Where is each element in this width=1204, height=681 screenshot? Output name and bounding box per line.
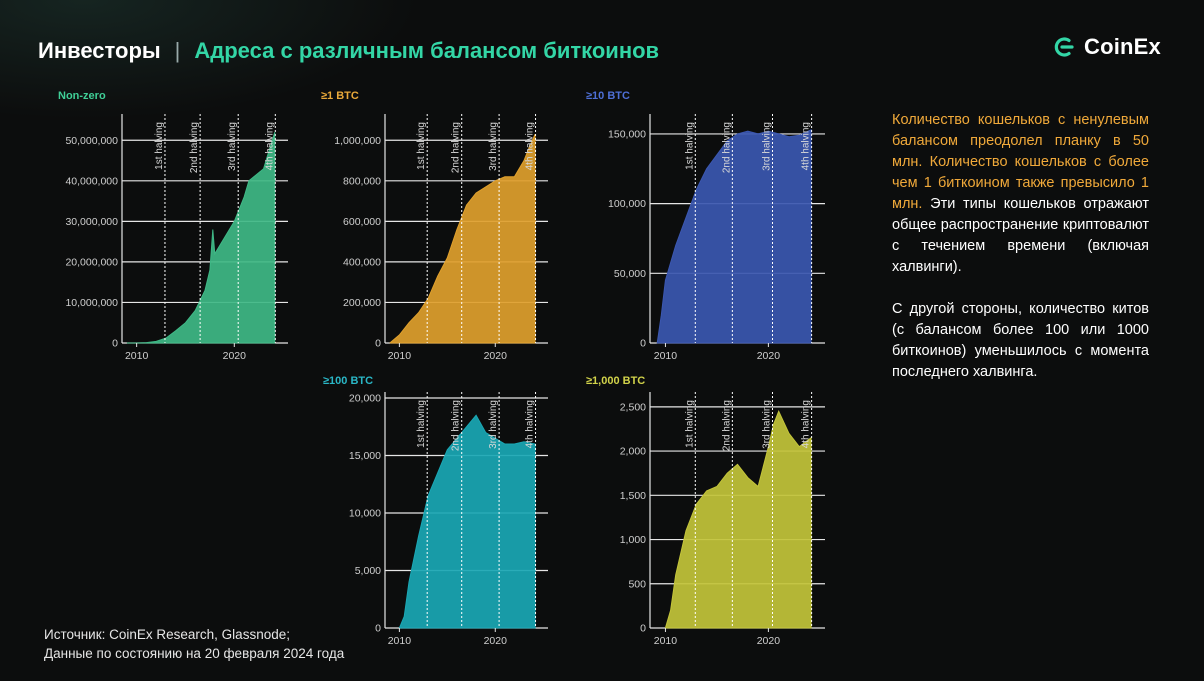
y-tick-label: 40,000,000 xyxy=(65,175,118,187)
halving-label: 2nd halving xyxy=(189,122,200,173)
halving-label: 3rd halving xyxy=(762,400,773,449)
x-tick-label: 2020 xyxy=(484,635,508,647)
halving-label: 4th halving xyxy=(264,122,275,170)
x-tick-label: 2010 xyxy=(388,635,412,647)
description-highlight: Количество кошельков с ненулевым балансо… xyxy=(892,112,1149,212)
chart-ge1000btc: ≥1,000 BTC 0 500 1,000 1,500 2,000 2,500 1st h… xyxy=(570,373,840,658)
page-header: Инвесторы | Адреса с различным балансом би… xyxy=(38,38,659,64)
chart-title: ≥1 BTC xyxy=(321,90,359,102)
description-text: Количество кошельков с ненулевым балансо… xyxy=(892,110,1149,404)
coinex-logo: CoinEx xyxy=(1052,34,1161,60)
header-subtitle: Адреса с различным балансом биткоинов xyxy=(194,38,660,63)
y-tick-label: 500 xyxy=(628,578,646,590)
data-area xyxy=(398,414,536,629)
y-tick-label: 2,500 xyxy=(620,401,646,413)
y-tick-label: 200,000 xyxy=(343,297,381,309)
chart-svg: 0 50,000 100,000 150,000 1st halving 2nd halv… xyxy=(608,114,825,362)
halving-label: 2nd halving xyxy=(721,400,732,451)
y-tick-label: 0 xyxy=(640,623,646,635)
halving-label: 1st halving xyxy=(684,122,695,170)
halving-label: 2nd halving xyxy=(721,122,732,173)
chart-svg: 0 5,000 10,000 15,000 20,000 1st halving 2nd h… xyxy=(349,392,548,647)
y-tick-label: 15,000 xyxy=(349,450,381,462)
x-tick-label: 2010 xyxy=(125,350,149,362)
y-tick-label: 20,000 xyxy=(349,393,381,405)
halving-label: 4th halving xyxy=(525,122,536,170)
halving-label: 1st halving xyxy=(416,122,427,170)
halving-label: 1st halving xyxy=(684,400,695,448)
logo-text: CoinEx xyxy=(1084,34,1161,59)
chart-title: ≥100 BTC xyxy=(323,375,374,387)
y-tick-label: 50,000 xyxy=(614,268,646,280)
description-rest: Эти типы кошельков отражают общее распро… xyxy=(892,196,1149,275)
halving-label: 1st halving xyxy=(416,400,427,448)
x-tick-label: 2010 xyxy=(388,350,412,362)
y-tick-label: 1,000,000 xyxy=(334,135,381,147)
x-tick-label: 2020 xyxy=(757,635,781,647)
chart-title: ≥1,000 BTC xyxy=(586,375,646,387)
chart-title: Non-zero xyxy=(58,90,106,102)
source-note: Источник: CoinEx Research, Glassnode; Да… xyxy=(44,625,344,663)
source-line-1: Источник: CoinEx Research, Glassnode; xyxy=(44,627,290,642)
chart-svg: 0 200,000 400,000 600,000 800,000 1,000,000 1s… xyxy=(334,114,548,362)
chart-svg: 0 500 1,000 1,500 2,000 2,500 1st halving 2nd h… xyxy=(620,392,825,647)
y-tick-label: 5,000 xyxy=(355,565,381,577)
chart-ge1btc: ≥1 BTC 0 200,000 400,000 600,000 800,000 1,00… xyxy=(305,88,565,368)
chart-ge10btc: ≥10 BTC 0 50,000 100,000 150,000 1st halving… xyxy=(570,88,840,368)
y-tick-label: 2,000 xyxy=(620,446,646,458)
halving-label: 3rd halving xyxy=(227,122,238,171)
halving-label: 3rd halving xyxy=(488,122,499,171)
halving-label: 3rd halving xyxy=(762,122,773,171)
chart-nonzero: Non-zero 0 10,000,000 20,000,000 30,000,000… xyxy=(40,88,300,368)
x-tick-label: 2020 xyxy=(484,350,508,362)
x-tick-label: 2020 xyxy=(757,350,781,362)
halving-label: 1st halving xyxy=(154,122,165,170)
y-tick-label: 400,000 xyxy=(343,256,381,268)
y-tick-label: 150,000 xyxy=(608,128,646,140)
x-tick-label: 2010 xyxy=(654,635,678,647)
x-tick-label: 2010 xyxy=(654,350,678,362)
y-tick-label: 0 xyxy=(375,338,381,350)
halving-label: 2nd halving xyxy=(451,400,462,451)
halving-label: 2nd halving xyxy=(451,122,462,173)
data-area xyxy=(389,133,536,344)
chart-title: ≥10 BTC xyxy=(586,90,630,102)
halving-label: 4th halving xyxy=(801,400,812,448)
y-tick-label: 800,000 xyxy=(343,175,381,187)
description-paragraph-2: С другой стороны, количество китов (с ба… xyxy=(892,301,1149,380)
description-paragraph-1: Количество кошельков с ненулевым балансо… xyxy=(892,110,1149,278)
data-area xyxy=(664,410,812,629)
y-tick-label: 1,500 xyxy=(620,490,646,502)
y-tick-label: 0 xyxy=(640,338,646,350)
x-tick-label: 2020 xyxy=(223,350,247,362)
y-tick-label: 10,000 xyxy=(349,508,381,520)
y-tick-label: 100,000 xyxy=(608,198,646,210)
data-area xyxy=(656,129,812,344)
y-tick-label: 30,000,000 xyxy=(65,216,118,228)
y-tick-label: 1,000 xyxy=(620,534,646,546)
header-title: Инвесторы xyxy=(38,38,161,63)
y-tick-label: 0 xyxy=(112,338,118,350)
y-tick-label: 50,000,000 xyxy=(65,135,118,147)
y-tick-label: 0 xyxy=(375,623,381,635)
y-tick-label: 600,000 xyxy=(343,216,381,228)
header-separator: | xyxy=(174,38,181,63)
data-area xyxy=(126,132,276,344)
y-tick-label: 10,000,000 xyxy=(65,297,118,309)
halving-label: 3rd halving xyxy=(488,400,499,449)
y-tick-label: 20,000,000 xyxy=(65,256,118,268)
coinex-logo-icon xyxy=(1054,37,1074,57)
halving-label: 4th halving xyxy=(801,122,812,170)
source-line-2: Данные по состоянию на 20 февраля 2024 г… xyxy=(44,646,345,661)
chart-ge100btc: ≥100 BTC 0 5,000 10,000 15,000 20,000 1st hal… xyxy=(305,373,565,658)
chart-svg: 0 10,000,000 20,000,000 30,000,000 40,000,00… xyxy=(65,114,288,362)
halving-label: 4th halving xyxy=(525,400,536,448)
